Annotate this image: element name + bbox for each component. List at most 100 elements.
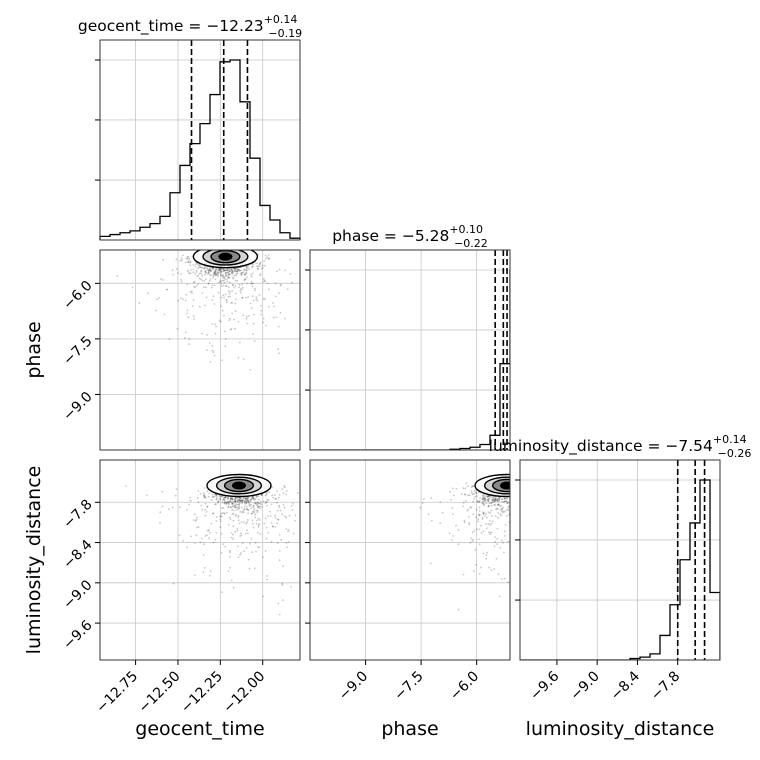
sample-point (264, 502, 267, 505)
sample-point (233, 509, 235, 512)
sample-point (221, 501, 224, 504)
sample-point (227, 500, 230, 503)
sample-point (195, 518, 198, 521)
sample-point (227, 276, 230, 279)
sample-point (257, 531, 259, 534)
sample-point (512, 493, 514, 495)
sample-point (521, 488, 523, 490)
sample-point (561, 543, 563, 545)
sample-point (553, 513, 555, 515)
sample-point (240, 499, 242, 502)
sample-point (239, 288, 242, 290)
sample-point (487, 495, 490, 497)
sample-point (276, 522, 278, 525)
sample-point (254, 498, 257, 501)
sample-point (168, 508, 171, 510)
sample-point (227, 501, 230, 504)
sample-point (273, 305, 275, 308)
sample-point (206, 267, 208, 270)
sample-point (190, 290, 193, 293)
sample-point (260, 305, 262, 307)
sample-point (489, 512, 492, 514)
sample-point (451, 507, 454, 509)
sample-point (219, 515, 222, 517)
sample-point (204, 304, 206, 307)
sample-point (518, 491, 520, 493)
sample-point (551, 494, 553, 496)
sample-point (212, 274, 215, 277)
sample-point (505, 500, 508, 503)
sample-point (277, 325, 280, 328)
sample-point (229, 270, 232, 273)
sample-point (498, 496, 501, 499)
sample-point (478, 514, 481, 517)
sample-point (487, 500, 490, 503)
sample-point (242, 497, 245, 500)
sample-point (246, 508, 249, 511)
sample-point (262, 278, 265, 280)
sample-point (236, 270, 238, 273)
sample-point (250, 280, 253, 283)
sample-point (514, 517, 516, 519)
sample-point (222, 284, 225, 287)
sample-point (501, 511, 504, 514)
sample-point (184, 299, 187, 302)
sample-point (259, 273, 262, 275)
sample-point (219, 520, 222, 523)
sample-point (484, 499, 487, 502)
sample-point (230, 501, 232, 503)
sample-point (264, 280, 267, 283)
sample-point (234, 530, 237, 533)
sample-point (217, 275, 219, 278)
sample-point (240, 532, 242, 535)
sample-point (249, 500, 252, 503)
sample-point (493, 499, 496, 502)
sample-point (254, 289, 256, 292)
sample-point (467, 494, 469, 497)
sample-point (199, 264, 201, 267)
sample-point (505, 497, 508, 500)
sample-point (245, 272, 248, 274)
sample-point (260, 268, 263, 270)
sample-point (220, 282, 223, 285)
sample-point (251, 510, 254, 513)
sample-point (462, 505, 464, 508)
sample-point (495, 508, 497, 511)
sample-point (256, 501, 259, 504)
sample-point (470, 486, 473, 488)
sample-point (527, 522, 529, 524)
sample-point (430, 497, 433, 500)
sample-point (206, 490, 209, 492)
sample-point (188, 257, 191, 260)
sample-point (520, 496, 522, 498)
sample-point (511, 491, 513, 493)
sample-point (500, 539, 503, 542)
sample-point (489, 524, 492, 526)
sample-point (232, 501, 234, 503)
sample-point (285, 516, 288, 519)
sample-point (247, 314, 250, 317)
sample-point (282, 565, 284, 567)
sample-point (510, 493, 512, 495)
sample-point (216, 272, 219, 274)
sample-point (238, 500, 241, 503)
sample-point (237, 321, 240, 323)
sample-point (180, 257, 183, 260)
sample-point (292, 503, 294, 505)
sample-point (238, 286, 241, 289)
sample-point (182, 298, 184, 300)
sample-point (243, 550, 246, 553)
sample-point (196, 269, 198, 272)
sample-point (490, 531, 493, 534)
sample-point (463, 521, 466, 524)
sample-point (232, 512, 235, 515)
sample-point (539, 492, 541, 494)
sample-point (191, 305, 194, 307)
sample-point (227, 505, 230, 508)
sample-point (232, 586, 235, 589)
sample-point (483, 511, 486, 514)
sample-point (484, 498, 486, 501)
sample-point (208, 268, 211, 271)
sample-point (521, 500, 523, 502)
sample-point (533, 486, 535, 488)
